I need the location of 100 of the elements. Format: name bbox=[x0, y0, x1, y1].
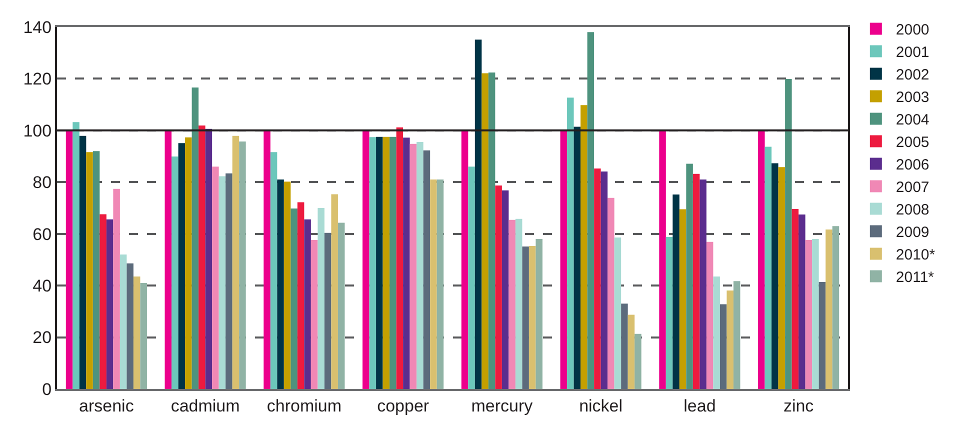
bar bbox=[567, 98, 574, 389]
bar bbox=[277, 180, 284, 389]
y-tick-label: 100 bbox=[23, 121, 52, 140]
bar bbox=[232, 136, 240, 389]
bar bbox=[86, 152, 93, 389]
x-tick-label: arsenic bbox=[79, 396, 134, 416]
bar bbox=[226, 173, 232, 389]
bar bbox=[376, 136, 383, 389]
bar bbox=[488, 72, 496, 389]
x-tick-label: zinc bbox=[783, 396, 814, 416]
bar bbox=[805, 240, 812, 389]
bar bbox=[390, 136, 396, 389]
bar bbox=[264, 130, 270, 389]
bar bbox=[720, 304, 727, 389]
legend-label: 2004 bbox=[896, 112, 930, 129]
bar bbox=[474, 40, 482, 389]
legend-label: 2009 bbox=[896, 224, 930, 242]
legend-label: 2011* bbox=[896, 269, 934, 286]
bar bbox=[614, 237, 622, 389]
bar bbox=[72, 122, 80, 389]
bar bbox=[587, 32, 594, 389]
y-tick-label: 60 bbox=[32, 224, 52, 244]
bar bbox=[178, 143, 186, 389]
bar bbox=[113, 188, 120, 389]
bar bbox=[468, 166, 475, 389]
bar bbox=[812, 239, 819, 389]
y-tick-label: 140 bbox=[23, 18, 52, 37]
bar bbox=[133, 276, 140, 389]
bar bbox=[764, 146, 772, 389]
bar bbox=[396, 127, 404, 389]
bar bbox=[192, 88, 199, 389]
bar bbox=[528, 246, 536, 389]
y-tick-label: 40 bbox=[32, 276, 52, 296]
bar bbox=[430, 180, 437, 389]
bar bbox=[205, 128, 212, 389]
bar bbox=[106, 219, 114, 389]
x-tick-label: nickel bbox=[579, 396, 623, 416]
bar bbox=[92, 151, 100, 389]
bar bbox=[461, 130, 468, 389]
bar bbox=[403, 138, 410, 389]
bar bbox=[733, 281, 740, 389]
bar bbox=[369, 137, 376, 389]
bar bbox=[436, 180, 444, 389]
bar bbox=[621, 304, 628, 389]
bar bbox=[798, 214, 806, 389]
y-tick-label: 80 bbox=[32, 173, 52, 192]
bar bbox=[172, 156, 178, 389]
bar bbox=[362, 130, 370, 389]
bar bbox=[706, 242, 714, 389]
bar bbox=[508, 220, 516, 389]
bar bbox=[666, 236, 673, 389]
bar bbox=[324, 232, 332, 389]
x-tick-label: cadmium bbox=[170, 396, 240, 416]
bar bbox=[495, 186, 502, 389]
bar bbox=[423, 150, 430, 389]
bar bbox=[198, 126, 206, 389]
bar bbox=[284, 182, 291, 389]
legend-label: 2002 bbox=[896, 66, 930, 84]
x-tick-label: chromium bbox=[266, 396, 342, 416]
bar bbox=[679, 209, 686, 389]
x-tick-label: copper bbox=[377, 396, 430, 416]
legend-label: 2006 bbox=[896, 156, 930, 174]
bar bbox=[100, 214, 106, 389]
bar bbox=[522, 246, 529, 389]
bar bbox=[79, 136, 86, 389]
legend-label: 2008 bbox=[896, 202, 930, 219]
bar bbox=[218, 176, 226, 389]
bar bbox=[126, 263, 134, 389]
bar bbox=[832, 226, 840, 389]
bar bbox=[382, 136, 390, 389]
x-tick-label: lead bbox=[684, 396, 716, 416]
bar bbox=[310, 240, 318, 389]
bar bbox=[826, 229, 832, 389]
bar bbox=[659, 130, 666, 389]
bar bbox=[692, 174, 700, 389]
bar bbox=[270, 152, 278, 389]
bar bbox=[164, 130, 172, 389]
bar bbox=[600, 172, 608, 389]
y-tick-label: 0 bbox=[42, 380, 52, 399]
bar bbox=[140, 282, 147, 389]
bar bbox=[700, 180, 706, 389]
bar bbox=[536, 239, 542, 389]
bar bbox=[560, 130, 568, 389]
bar bbox=[580, 105, 588, 389]
legend-label: 2001 bbox=[896, 44, 930, 62]
bar bbox=[297, 202, 304, 389]
bar bbox=[672, 194, 680, 389]
bar bbox=[120, 254, 127, 389]
bar bbox=[686, 164, 693, 389]
bar bbox=[772, 163, 778, 389]
bar bbox=[608, 198, 614, 389]
bar bbox=[212, 166, 219, 389]
bar bbox=[713, 276, 720, 389]
bar bbox=[66, 130, 73, 389]
bar bbox=[410, 144, 417, 389]
bar bbox=[634, 334, 642, 389]
bar bbox=[304, 219, 311, 389]
bar bbox=[482, 73, 488, 389]
bar bbox=[416, 142, 424, 389]
bar bbox=[726, 290, 734, 389]
